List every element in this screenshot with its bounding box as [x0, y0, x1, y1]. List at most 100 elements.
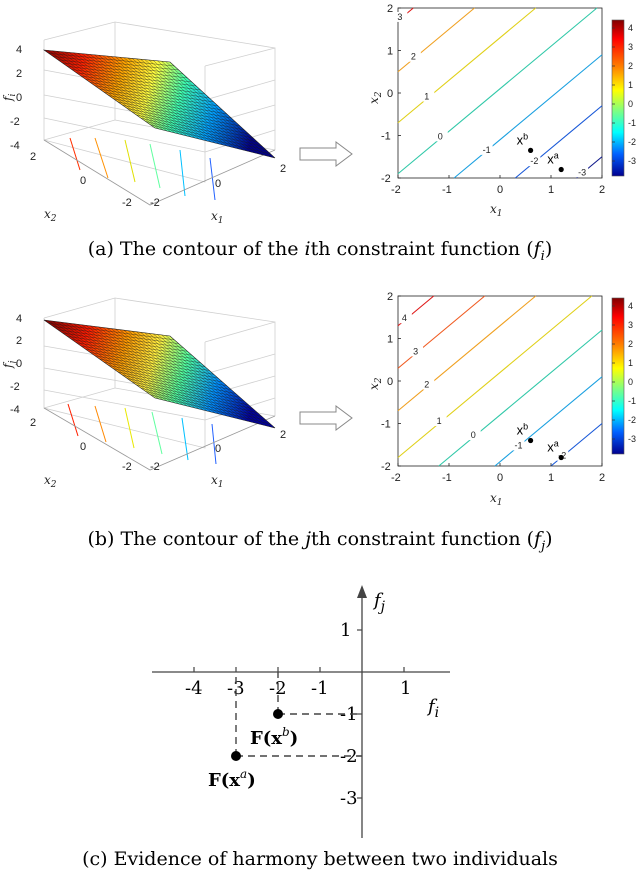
surface-b-x1tick: 2: [280, 429, 286, 441]
contour-line: [397, 7, 537, 124]
contour-level-label: -3: [578, 167, 586, 177]
contour-xtick: 1: [548, 184, 554, 196]
arrow-right-icon: [299, 405, 353, 431]
contour-level-label: -2: [530, 156, 538, 166]
contour-level-label: 1: [424, 92, 429, 102]
contour-level-label: 4: [402, 313, 407, 323]
fi-tick: 1: [400, 678, 411, 699]
contour-xtick: -2: [391, 472, 401, 484]
surface-b-x2tick: 0: [80, 441, 86, 453]
contour-xtick: 0: [497, 472, 503, 484]
contour-ytick: -2: [381, 173, 391, 185]
contour-line: [494, 376, 603, 467]
contour-ytick: 2: [387, 3, 393, 15]
surface-a-x2tick: 2: [30, 151, 36, 163]
surface-b-ztick: 4: [16, 313, 22, 325]
colorbar-tick: 3: [628, 42, 633, 52]
surface-b-x2tick: 2: [30, 417, 36, 429]
contour-xtick: -2: [391, 184, 401, 196]
fj-tick: -3: [340, 788, 358, 809]
contour-line: [397, 295, 537, 412]
colorbar-b: [611, 297, 625, 455]
colorbar-tick: -3: [628, 156, 636, 166]
surface-a-x1tick: -2: [150, 197, 160, 209]
fj-arrow-icon: [357, 585, 367, 598]
individual-label: F(xb): [250, 725, 298, 749]
arrow-right-icon: [299, 141, 353, 167]
surface-b-ztick: 0: [16, 358, 22, 370]
point-label: xb: [517, 131, 529, 147]
surface-b-ztick: -4: [10, 404, 20, 416]
surface-b-ylabel: x2: [44, 473, 57, 490]
surface-a-xlabel: x1: [211, 209, 224, 226]
surface-a-x1tick: 0: [215, 178, 221, 190]
contour-ytick: 1: [387, 46, 393, 58]
harmony-diagram: -4 -3 -2 -1 11-1-2-3 F(xb)F(xa) fi fj: [152, 585, 450, 838]
surface-b-zlabel: fj: [1, 361, 18, 369]
surface-b-ztick: 2: [16, 335, 22, 347]
caption-a: (a) The contour of the ith constraint fu…: [87, 238, 553, 264]
solution-point: [558, 166, 564, 173]
contour-line: [453, 54, 603, 179]
contour-level-label: -1: [483, 145, 491, 155]
surface-b-ztick: -2: [10, 381, 20, 393]
contour-ytick: 1: [387, 334, 393, 346]
point-label: xa: [547, 151, 559, 167]
solution-point: [558, 454, 564, 461]
surface-a-ztick: -2: [10, 116, 20, 128]
contour-line: [438, 329, 603, 467]
colorbar-tick: -1: [628, 118, 636, 128]
contour-xtick: -1: [442, 184, 452, 196]
surface-plot-a: 4 2 0 -2 -4 fi 2 0 -2 x2 -2 0 2 x1: [1, 21, 286, 226]
contour-ytick: 2: [387, 291, 393, 303]
fi-tick: -3: [227, 678, 245, 699]
contour-ytick: -2: [381, 461, 391, 473]
colorbar-tick: 4: [628, 23, 633, 33]
colorbar-tick: 3: [628, 320, 633, 330]
colorbar-tick: 4: [628, 301, 633, 311]
surface-a-floor-lines: [69, 137, 216, 201]
colorbar-tick: 1: [628, 358, 633, 368]
surface-a-x2tick: 0: [80, 175, 86, 187]
contour-level-label: 2: [424, 380, 429, 390]
surface-a-ztick: -4: [10, 140, 20, 152]
surface-a-zlabel: fi: [1, 94, 18, 102]
contour-xtick: 1: [548, 472, 554, 484]
fj-tick: -1: [340, 704, 358, 725]
colorbar-tick: -3: [628, 434, 636, 444]
individual-label: F(xa): [208, 767, 256, 791]
colorbar-tick: 2: [628, 61, 633, 71]
contour-xtick: 2: [599, 472, 605, 484]
fj-axis-label: fj: [372, 590, 386, 615]
contour-b-xlabel: x1: [490, 491, 503, 508]
surface-a-ylabel: x2: [44, 207, 57, 224]
contour-a-xlabel: x1: [490, 202, 503, 219]
contour-xtick: 2: [599, 184, 605, 196]
individual-point: [231, 751, 241, 761]
solution-point: [528, 437, 534, 444]
contour-ytick: -1: [381, 419, 391, 431]
contour-plot-b: 4 3 2 1 0 -1 -2 -2 -1 0 1 2 2 1 0 -1 -2 xb xa x1 x2 4 3 2 1…: [367, 291, 636, 508]
point-label: xa: [547, 439, 559, 455]
surface-b-x1tick: -2: [150, 461, 160, 473]
contour-line: [397, 295, 593, 458]
fi-axis-label: fi: [426, 696, 439, 721]
contour-xtick: 0: [497, 184, 503, 196]
contour-line: [397, 7, 598, 175]
contour-level-label: -1: [514, 440, 522, 450]
colorbar-a: [611, 19, 625, 177]
contour-xtick: -1: [442, 472, 452, 484]
contour-b-ylabel: x2: [367, 377, 384, 390]
surface-a-x1tick: 2: [280, 163, 286, 175]
colorbar-tick: 1: [628, 80, 633, 90]
colorbar-tick: 2: [628, 339, 633, 349]
contour-ytick: 0: [387, 376, 393, 388]
surface-b-floor-lines: [67, 403, 217, 465]
colorbar-tick: -1: [628, 396, 636, 406]
surface-b-x2tick: -2: [122, 461, 132, 473]
fi-tick: -1: [311, 678, 329, 699]
contour-level-label: 2: [411, 52, 416, 62]
colorbar-tick: -2: [628, 137, 636, 147]
colorbar-tick: 0: [628, 99, 633, 109]
